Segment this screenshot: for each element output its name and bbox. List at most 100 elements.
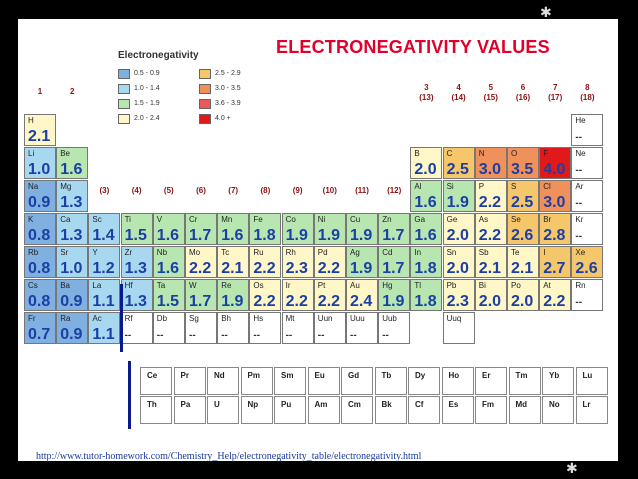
element-symbol: Mn <box>221 215 233 224</box>
element-cell: Mt -- <box>281 312 314 344</box>
element-symbol: Be <box>60 149 70 158</box>
element-value: 1.9 <box>285 227 308 244</box>
element-cell: Xe 2.6 <box>571 246 604 278</box>
element-cell: U <box>207 396 239 424</box>
element-value: -- <box>575 231 583 242</box>
element-value: 1.9 <box>382 293 405 310</box>
legend-label: 0.5 - 0.9 <box>134 70 160 77</box>
element-symbol: Hs <box>253 314 264 323</box>
element-cell: S 2.5 <box>507 180 539 212</box>
element-symbol: Ti <box>124 215 131 224</box>
element-symbol: Te <box>511 248 520 257</box>
element-cell: Sc 1.4 <box>88 213 121 245</box>
group-number: (4) <box>131 186 142 195</box>
element-value: 1.6 <box>414 194 437 211</box>
connector-line <box>128 361 131 429</box>
element-value: -- <box>156 330 164 341</box>
element-cell: Ni 1.9 <box>313 213 346 245</box>
element-cell: Be 1.6 <box>56 147 89 179</box>
element-symbol: Sn <box>446 248 457 257</box>
element-cell: Db -- <box>152 312 185 344</box>
element-symbol: Y <box>92 248 98 257</box>
snowflake-icon: ✱ <box>540 4 552 20</box>
element-value: 4.0 <box>543 161 566 178</box>
element-cell: B 2.0 <box>410 147 443 179</box>
element-cell: Rn -- <box>571 279 604 311</box>
element-cell: Uuq <box>442 312 475 344</box>
element-cell: Bi 2.0 <box>474 279 507 311</box>
element-value: 1.7 <box>189 227 212 244</box>
element-symbol: Ac <box>92 314 102 323</box>
element-value: -- <box>350 330 357 341</box>
element-symbol: F <box>543 149 549 158</box>
element-value: 2.5 <box>446 161 469 178</box>
element-value: 0.8 <box>28 293 51 310</box>
element-symbol: Mt <box>285 314 295 323</box>
element-cell: Br 2.8 <box>539 213 572 245</box>
element-symbol: Ta <box>156 281 166 290</box>
element-cell: Mo 2.2 <box>185 246 217 278</box>
source-url[interactable]: http://www.tutor-homework.com/Chemistry_… <box>36 451 422 462</box>
element-symbol: Kr <box>575 215 584 224</box>
element-value: -- <box>575 297 583 308</box>
element-cell: Mg 1.3 <box>56 180 89 212</box>
element-value: 2.2 <box>317 293 341 310</box>
element-symbol: At <box>543 281 551 290</box>
element-value: 2.4 <box>350 293 373 310</box>
element-value: -- <box>382 330 389 341</box>
element-symbol: H <box>28 116 34 125</box>
element-symbol: Ga <box>414 215 426 224</box>
element-symbol: Ni <box>317 215 326 224</box>
element-symbol: Li <box>28 149 35 158</box>
element-cell: Er <box>475 367 507 395</box>
element-symbol: Br <box>543 215 552 224</box>
element-value: 1.6 <box>221 227 244 244</box>
element-symbol: Uun <box>317 314 333 323</box>
legend-label: 1.0 - 1.4 <box>134 85 160 92</box>
element-value: 1.9 <box>317 227 341 244</box>
element-value: 2.2 <box>478 194 502 211</box>
legend-swatch <box>199 84 211 94</box>
element-cell: Ca 1.3 <box>56 213 89 245</box>
element-cell: Ce <box>140 367 172 395</box>
element-cell: Zn 1.7 <box>378 213 411 245</box>
element-symbol: Re <box>221 281 232 290</box>
legend-swatch <box>199 99 211 109</box>
element-cell: Ne -- <box>571 147 604 179</box>
element-symbol: Hf <box>124 281 133 290</box>
element-symbol: Mo <box>189 248 201 257</box>
element-cell: Sr 1.0 <box>56 246 89 278</box>
element-value: 2.0 <box>414 161 437 178</box>
element-cell: P 2.2 <box>474 180 507 212</box>
legend-swatch <box>118 114 130 124</box>
element-cell: Eu <box>307 367 340 395</box>
element-symbol: Si <box>446 182 454 191</box>
element-cell: Ag 1.9 <box>346 246 378 278</box>
element-symbol: Rf <box>124 314 133 323</box>
element-value: 2.1 <box>511 260 534 277</box>
element-symbol: Uuq <box>446 314 462 323</box>
snowflake-icon: ✱ <box>566 460 578 476</box>
element-cell: Cm <box>341 396 373 424</box>
element-cell: K 0.8 <box>24 213 56 245</box>
element-symbol: Ru <box>253 248 264 257</box>
element-value: 1.9 <box>350 227 373 244</box>
element-symbol: Bh <box>221 314 231 323</box>
element-cell: Ir 2.2 <box>281 279 314 311</box>
slide: ELECTRONEGATIVITY VALUES Electronegativi… <box>18 19 618 461</box>
group-number: (10) <box>322 186 337 195</box>
element-symbol: Nb <box>156 248 168 257</box>
element-symbol: Tl <box>414 281 422 290</box>
element-symbol: Po <box>511 281 521 290</box>
element-value: 1.1 <box>92 326 115 343</box>
element-symbol: Sr <box>60 248 69 257</box>
element-symbol: Xe <box>575 248 586 257</box>
element-cell: Ge 2.0 <box>442 213 475 245</box>
element-cell: Ti 1.5 <box>120 213 153 245</box>
element-cell: No <box>542 396 574 424</box>
element-cell: Hf 1.3 <box>120 279 153 311</box>
element-cell: Lr <box>575 396 608 424</box>
element-symbol: Ne <box>575 149 586 158</box>
element-cell: Os 2.2 <box>249 279 282 311</box>
element-symbol: Ag <box>350 248 360 257</box>
